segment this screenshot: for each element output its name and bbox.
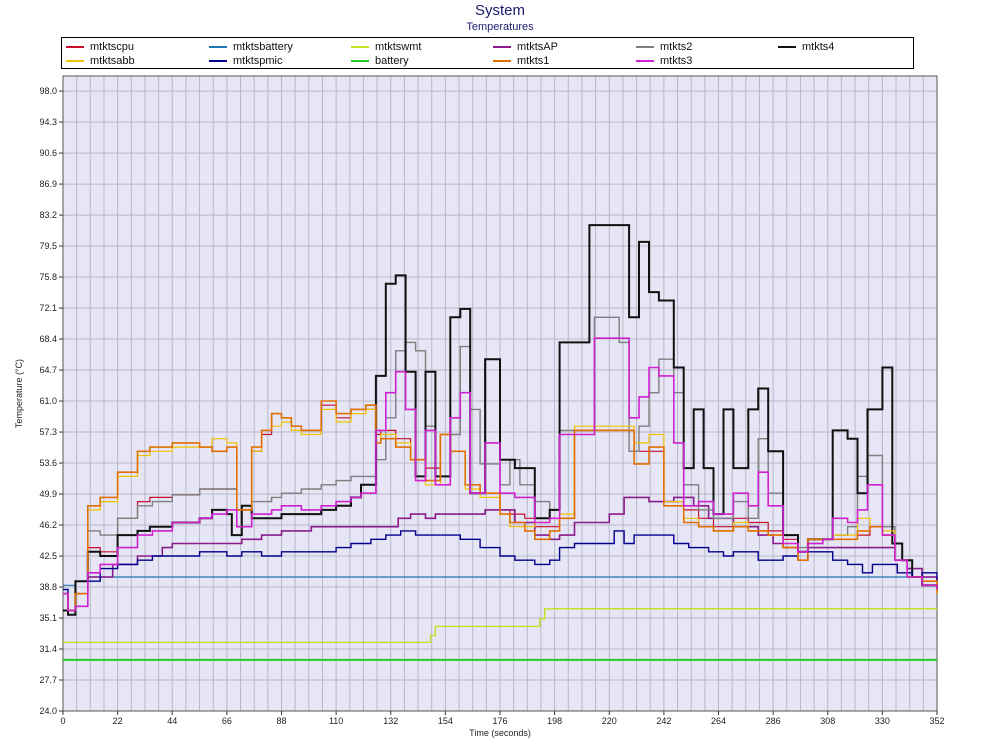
legend-label: mtktsAP <box>517 41 558 53</box>
x-tick-label: 0 <box>60 716 65 726</box>
y-tick-label: 94.3 <box>39 117 57 127</box>
legend-label: mtktsbattery <box>233 41 293 53</box>
chart-subtitle: Temperatures <box>466 21 534 33</box>
legend-label: mtktsabb <box>90 55 135 67</box>
y-axis-label: Temperature (°C) <box>14 359 24 428</box>
legend-label: mtkts1 <box>517 55 550 67</box>
y-tick-label: 90.6 <box>39 148 57 158</box>
legend-swatch <box>66 46 84 48</box>
y-tick-label: 42.5 <box>39 551 57 561</box>
legend-swatch <box>66 60 84 62</box>
x-axis-label: Time (seconds) <box>469 728 531 738</box>
y-tick-label: 72.1 <box>39 303 57 313</box>
legend-swatch <box>636 60 654 62</box>
y-tick-label: 75.8 <box>39 272 57 282</box>
x-tick-label: 352 <box>929 716 944 726</box>
legend-label: mtktscpu <box>90 41 135 53</box>
y-tick-label: 27.7 <box>39 675 57 685</box>
y-tick-label: 53.6 <box>39 458 57 468</box>
x-tick-label: 132 <box>383 716 398 726</box>
x-tick-label: 308 <box>820 716 835 726</box>
x-tick-label: 22 <box>113 716 123 726</box>
y-tick-label: 98.0 <box>39 86 57 96</box>
legend-label: mtkts4 <box>802 41 835 53</box>
legend-label: mtktswmt <box>375 41 422 53</box>
legend-label: mtkts3 <box>660 55 693 67</box>
x-tick-label: 242 <box>656 716 671 726</box>
x-tick-label: 66 <box>222 716 232 726</box>
y-tick-label: 46.2 <box>39 520 57 530</box>
legend: mtktscpu mtktsbattery mtktswmt mtktsAP mtkts… <box>61 37 914 69</box>
x-tick-label: 264 <box>711 716 726 726</box>
legend-swatch <box>493 60 511 62</box>
series-lines <box>63 224 938 661</box>
x-tick-label: 154 <box>438 716 453 726</box>
legend-swatch <box>636 46 654 48</box>
y-tick-label: 68.4 <box>39 334 57 344</box>
chart-title: System <box>474 2 525 19</box>
legend-swatch <box>351 46 369 48</box>
x-tick-label: 198 <box>547 716 562 726</box>
series-line-mtkts3 <box>63 337 938 612</box>
legend-swatch <box>209 60 227 62</box>
y-tick-label: 24.0 <box>39 706 57 716</box>
y-tick-label: 38.8 <box>39 582 57 592</box>
legend-label: mtkts2 <box>660 41 693 53</box>
y-tick-label: 64.7 <box>39 365 57 375</box>
y-tick-label: 57.3 <box>39 427 57 437</box>
x-tick-label: 176 <box>492 716 507 726</box>
legend-label: mtktspmic <box>233 55 283 67</box>
legend-swatch <box>493 46 511 48</box>
legend-swatch <box>778 46 796 48</box>
x-tick-label: 330 <box>875 716 890 726</box>
legend-label: battery <box>375 55 409 67</box>
y-tick-label: 35.1 <box>39 613 57 623</box>
y-tick-label: 61.0 <box>39 396 57 406</box>
y-tick-label: 79.5 <box>39 241 57 251</box>
series-line-mtktswmt <box>63 608 937 643</box>
x-tick-label: 286 <box>766 716 781 726</box>
legend-swatch <box>351 60 369 62</box>
x-tick-label: 220 <box>602 716 617 726</box>
y-tick-label: 83.2 <box>39 210 57 220</box>
series-line-mtktspmic <box>63 530 938 612</box>
legend-swatch <box>209 46 227 48</box>
y-tick-label: 86.9 <box>39 179 57 189</box>
x-tick-label: 44 <box>167 716 177 726</box>
y-tick-label: 31.4 <box>39 644 57 654</box>
y-tick-label: 49.9 <box>39 489 57 499</box>
x-tick-label: 110 <box>329 716 343 726</box>
x-tick-label: 88 <box>276 716 286 726</box>
